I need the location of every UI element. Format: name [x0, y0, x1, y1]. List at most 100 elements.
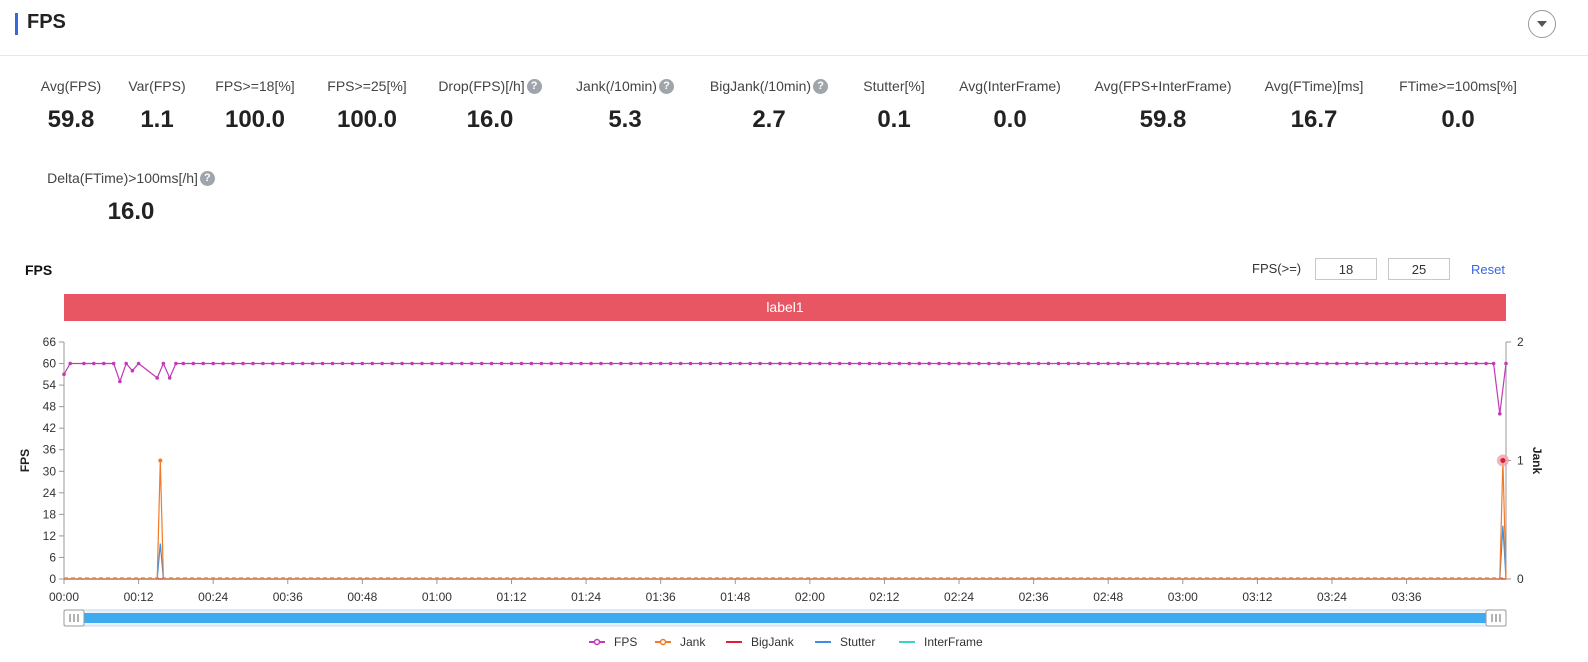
metric-label: Var(FPS)	[57, 78, 257, 94]
fps-point	[450, 361, 454, 366]
metric-value: 16.0	[466, 106, 514, 133]
fps-point	[798, 361, 802, 366]
fps-point	[290, 361, 295, 366]
label-band[interactable]: label1	[64, 294, 1506, 321]
fps-point	[271, 361, 275, 366]
question-circle-icon[interactable]: ?	[813, 78, 829, 94]
fps-point	[648, 361, 653, 366]
fps-point	[440, 361, 444, 366]
fps-point	[370, 361, 375, 366]
fps-point	[579, 361, 583, 366]
x-tick-label: 01:24	[571, 590, 601, 604]
fps-point	[559, 361, 563, 366]
x-tick-label: 03:12	[1242, 590, 1272, 604]
fps-point	[469, 361, 474, 366]
y-tick-label: 24	[43, 486, 57, 500]
y2-tick-label: 1	[1517, 454, 1524, 468]
x-tick-label: 02:48	[1093, 590, 1123, 604]
collapse-button[interactable]	[1528, 10, 1556, 38]
metric-value: 5.3	[608, 106, 642, 133]
fps-point	[1384, 361, 1389, 366]
fps-point	[130, 368, 135, 373]
metric-1: Var(FPS) 1.1	[57, 78, 257, 134]
fps-point	[1355, 361, 1359, 366]
legend-label-fps: FPS	[614, 635, 637, 649]
fps-point	[609, 361, 613, 366]
fps-point	[519, 361, 524, 366]
fps-threshold-high-input[interactable]	[1388, 258, 1450, 280]
jank-point	[158, 458, 163, 463]
fps-point	[708, 361, 713, 366]
fps-point	[111, 361, 116, 366]
fps-point	[818, 361, 822, 366]
fps-point	[778, 361, 782, 366]
fps-point	[1504, 361, 1508, 366]
fps-point	[1146, 361, 1150, 366]
metric-value: 0.0	[993, 106, 1027, 133]
fps-threshold-low-input[interactable]	[1315, 258, 1377, 280]
y-tick-label: 18	[43, 507, 57, 521]
fps-point	[420, 361, 424, 366]
fps-point	[549, 361, 554, 366]
fps-point	[155, 376, 159, 380]
fps-point	[678, 361, 683, 366]
x-tick-label: 01:12	[497, 590, 527, 604]
fps-point	[1215, 361, 1220, 366]
x-tick-label: 03:36	[1392, 590, 1422, 604]
fps-point	[1096, 361, 1101, 366]
reset-link[interactable]: Reset	[1471, 262, 1505, 277]
fps-point	[768, 361, 772, 366]
fps-point	[1245, 361, 1250, 366]
fps-point	[231, 361, 235, 366]
fps-point	[658, 361, 663, 366]
fps-point	[1464, 361, 1468, 366]
fps-point	[629, 361, 633, 366]
fps-point	[1374, 361, 1379, 366]
fps-point	[1225, 361, 1230, 366]
fps-point	[1106, 361, 1110, 366]
metric-2: FPS>=18[%] 100.0	[155, 78, 355, 134]
y-axis-title: FPS	[18, 449, 32, 472]
fps-point	[639, 361, 643, 366]
fps-point	[847, 361, 852, 366]
header-accent-bar	[15, 13, 18, 35]
fps-point	[1036, 361, 1041, 366]
fps-point	[1414, 361, 1419, 366]
fps-point	[479, 361, 484, 366]
fps-point	[897, 361, 902, 366]
fps-point	[1434, 361, 1439, 366]
fps-point	[1066, 361, 1071, 366]
question-circle-icon[interactable]: ?	[199, 170, 215, 186]
metric-label-text: BigJank(/10min)	[709, 78, 812, 94]
panel-title: FPS	[27, 11, 66, 33]
fps-point	[211, 361, 215, 366]
question-circle-icon[interactable]: ?	[526, 78, 542, 94]
x-tick-label: 03:24	[1317, 590, 1347, 604]
fps-point	[1474, 361, 1478, 366]
fps-point	[599, 361, 603, 366]
y-tick-label: 36	[43, 443, 57, 457]
fps-point	[688, 361, 693, 366]
fps-point	[1491, 361, 1496, 366]
fps-point	[261, 361, 265, 366]
fps-point	[1444, 361, 1449, 366]
fps-point	[967, 361, 971, 366]
fps-point	[808, 361, 812, 366]
metric-12: Delta(FTime)>100ms[/h]? 16.0	[31, 170, 231, 226]
zoom-slider-range	[74, 613, 1496, 623]
fps-point	[340, 361, 345, 366]
fps-point	[668, 361, 673, 366]
fps-point	[430, 361, 434, 366]
y2-axis-title: Jank	[1530, 447, 1544, 475]
fps-point	[310, 361, 315, 366]
x-tick-label: 00:24	[198, 590, 228, 604]
metric-label: Avg(InterFrame)	[910, 78, 1110, 94]
fps-point	[987, 361, 991, 366]
fps-point	[1116, 361, 1120, 366]
metric-7: Stutter[%] 0.1	[794, 78, 994, 134]
fps-point	[1186, 361, 1190, 366]
question-circle-icon[interactable]: ?	[658, 78, 674, 94]
x-tick-label: 02:12	[869, 590, 899, 604]
fps-point	[181, 361, 186, 366]
